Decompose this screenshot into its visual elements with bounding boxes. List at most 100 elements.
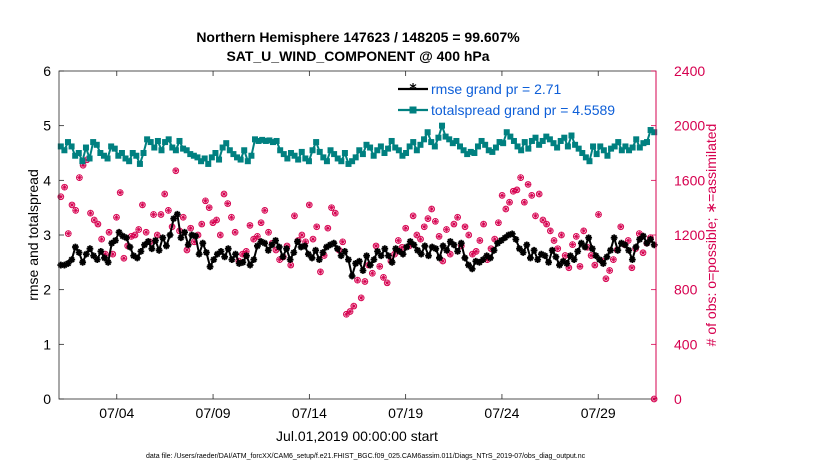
rmse-marker xyxy=(126,243,134,251)
totalspread-marker xyxy=(72,152,79,159)
totalspread-marker xyxy=(374,147,381,154)
rmse-marker xyxy=(425,252,432,260)
totalspread-marker xyxy=(313,139,320,146)
obs-marker xyxy=(376,263,384,270)
rmse-series xyxy=(57,210,658,280)
left-axis: 0 1 2 3 4 5 6 xyxy=(43,63,64,407)
rmse-marker xyxy=(108,239,116,247)
totalspread-marker xyxy=(223,140,230,147)
totalspread-marker xyxy=(111,145,118,152)
obs-marker xyxy=(521,198,528,206)
rmse-marker xyxy=(137,248,145,255)
totalspread-marker xyxy=(611,143,618,150)
totalspread-marker xyxy=(446,136,453,143)
rmse-marker xyxy=(454,248,462,255)
totalspread-marker xyxy=(316,148,323,155)
totalspread-marker xyxy=(255,137,262,144)
rmse-marker xyxy=(527,254,534,262)
obs-marker xyxy=(435,233,443,240)
rmse-marker xyxy=(385,252,392,260)
obs-marker xyxy=(98,235,105,243)
obs-marker xyxy=(328,204,335,212)
rmse-marker xyxy=(457,239,465,247)
totalspread-marker xyxy=(201,155,208,162)
obs-marker xyxy=(424,215,432,222)
rmse-marker xyxy=(366,261,374,269)
rmse-marker xyxy=(97,248,105,255)
left-tick-label: 0 xyxy=(43,391,51,407)
rmse-marker xyxy=(232,250,239,258)
totalspread-marker xyxy=(388,137,395,144)
obs-marker xyxy=(443,226,450,233)
obs-marker xyxy=(368,269,376,277)
totalspread-marker xyxy=(194,154,201,161)
x-tick-label: 07/04 xyxy=(99,405,134,421)
rmse-marker xyxy=(155,246,163,254)
rmse-marker xyxy=(381,245,389,253)
totalspread-marker xyxy=(644,139,651,146)
obs-marker xyxy=(179,213,187,221)
totalspread-marker xyxy=(525,145,532,152)
totalspread-marker xyxy=(500,140,507,147)
rmse-marker xyxy=(486,254,494,262)
obs-marker xyxy=(317,268,324,276)
legend-rmse-label: rmse grand pr = 2.71 xyxy=(431,81,562,97)
totalspread-series xyxy=(57,122,658,167)
x-tick-label: 07/09 xyxy=(196,405,231,421)
rmse-marker xyxy=(541,252,549,260)
rmse-marker xyxy=(71,243,79,251)
x-axis-label: Jul.01,2019 00:00:00 start xyxy=(276,428,438,444)
totalspread-marker xyxy=(435,134,442,141)
rmse-marker xyxy=(468,265,476,273)
totalspread-marker xyxy=(417,141,424,148)
totalspread-marker xyxy=(536,141,543,148)
rmse-marker xyxy=(570,256,578,263)
rmse-marker xyxy=(122,234,130,242)
rmse-marker xyxy=(75,249,83,256)
totalspread-marker xyxy=(108,143,115,150)
totalspread-marker xyxy=(464,151,471,158)
totalspread-marker xyxy=(126,158,133,165)
x-tick-label: 07/29 xyxy=(581,405,616,421)
obs-marker xyxy=(528,192,536,199)
totalspread-marker xyxy=(622,143,629,150)
obs-marker xyxy=(465,231,473,239)
rmse-marker xyxy=(188,231,196,239)
totalspread-marker xyxy=(252,136,258,143)
rmse-marker xyxy=(133,254,141,262)
obs-marker xyxy=(402,224,410,232)
obs-marker xyxy=(420,223,428,231)
totalspread-marker xyxy=(518,147,525,154)
legend: * rmse grand pr = 2.71 totalspread grand… xyxy=(398,81,615,118)
totalspread-marker xyxy=(162,139,169,146)
rmse-marker xyxy=(501,234,509,242)
rmse-marker xyxy=(315,256,323,263)
obs-marker xyxy=(617,223,625,231)
totalspread-marker xyxy=(568,132,575,139)
totalspread-marker xyxy=(359,151,366,158)
rmse-marker xyxy=(497,237,505,244)
totalspread-marker xyxy=(115,152,122,159)
rmse-marker xyxy=(192,232,199,240)
rmse-marker xyxy=(257,238,265,245)
totalspread-marker xyxy=(618,147,625,154)
rmse-marker xyxy=(159,234,167,242)
obs-marker xyxy=(495,219,502,227)
rmse-marker xyxy=(141,241,148,249)
obs-marker xyxy=(543,220,550,228)
totalspread-marker xyxy=(180,145,187,152)
rmse-marker xyxy=(224,245,232,253)
totalspread-marker xyxy=(356,147,363,154)
totalspread-marker xyxy=(305,158,312,165)
obs-marker xyxy=(76,174,83,181)
totalspread-marker xyxy=(284,155,291,162)
totalspread-marker xyxy=(309,147,316,154)
obs-marker xyxy=(261,207,269,214)
rmse-marker xyxy=(104,258,112,266)
rmse-marker xyxy=(403,243,411,251)
totalspread-marker xyxy=(219,144,226,151)
obs-marker xyxy=(254,233,261,240)
rmse-marker xyxy=(261,239,269,247)
obs-marker xyxy=(472,248,480,255)
totalspread-marker xyxy=(122,155,129,162)
